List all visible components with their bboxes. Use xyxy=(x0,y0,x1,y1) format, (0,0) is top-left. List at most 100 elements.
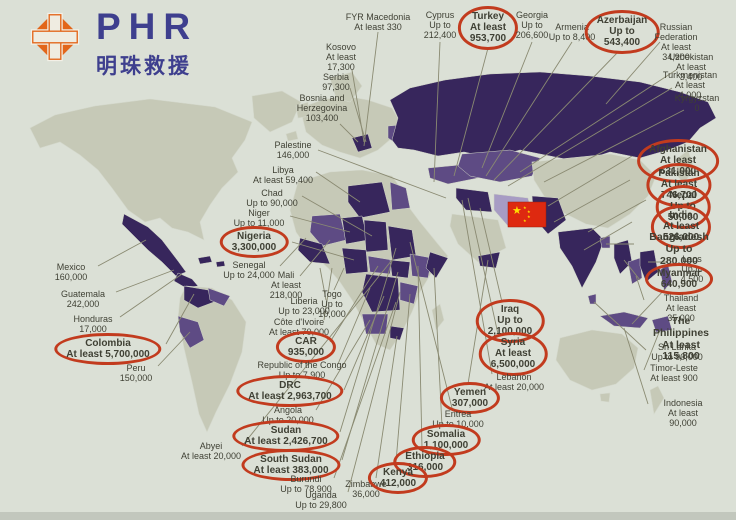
country-name: Senegal xyxy=(232,260,266,270)
country-value: Up to 24,000 xyxy=(223,270,275,281)
leader-line xyxy=(349,87,367,143)
country-name: Myanmar xyxy=(657,268,701,279)
svg-text:★: ★ xyxy=(527,214,531,219)
label-nigeria: Nigeria 3,300,000 xyxy=(219,226,289,259)
label-honduras: Honduras 17,000 xyxy=(73,314,112,334)
leader-line xyxy=(315,171,361,203)
syria-iraq-shape xyxy=(455,187,493,213)
logo-chinese: 明珠救援 xyxy=(96,54,192,78)
leader-line xyxy=(507,87,673,187)
country-name: Guatemala xyxy=(60,289,106,299)
country-name: Peru xyxy=(126,363,146,373)
nigeria-shape xyxy=(341,247,369,275)
label-zimbabwe: Zimbabwe 36,000 xyxy=(345,479,387,499)
country-value: Up to 2,100,000 xyxy=(487,315,533,338)
leader-line xyxy=(587,199,647,233)
leader-line xyxy=(493,51,619,181)
label-car: CAR 935,000 xyxy=(275,331,337,364)
country-name: Armenia xyxy=(555,22,589,32)
leader-line xyxy=(623,327,649,405)
country-name: Niger xyxy=(248,208,270,218)
country-name: Kosovo xyxy=(325,42,357,52)
country-value: 640,900 xyxy=(660,279,698,291)
yemen-shape xyxy=(477,251,501,269)
country-value: Up to 212,400 xyxy=(423,20,457,41)
leader-line xyxy=(519,69,677,173)
country-value: Up to 90,000 xyxy=(651,352,703,363)
logo-acronym: PHR xyxy=(96,6,199,47)
country-name: Syria xyxy=(500,337,526,348)
country-name: Laos xyxy=(682,254,702,264)
label-chad: Chad Up to 90,000 xyxy=(246,188,298,208)
country-name: Honduras xyxy=(73,314,113,324)
leader-line xyxy=(623,259,641,281)
leader-line xyxy=(165,293,195,345)
label-kosovo: Kosovo At least 17,300 xyxy=(326,42,356,72)
country-value: At least 17,300 xyxy=(325,52,356,73)
label-armenia: Armenia Up to 8,400 xyxy=(549,22,596,42)
country-value: Up to 29,800 xyxy=(295,500,347,511)
label-myanmar: Myanmar 640,900 xyxy=(645,263,713,296)
leader-line xyxy=(299,239,331,277)
leader-line xyxy=(543,109,685,183)
label-indonesia: Indonesia At least 90,000 xyxy=(657,398,710,428)
country-name: Uzbekistan xyxy=(668,52,714,62)
country-value: At least 330 xyxy=(354,22,402,33)
ethiopia-shape xyxy=(409,253,433,279)
country-name: Serbia xyxy=(322,72,349,82)
country-name: Uganda xyxy=(305,490,337,500)
country-value: At least 383,000 xyxy=(253,465,329,477)
leader-line xyxy=(605,41,661,105)
venezuela-shape xyxy=(207,287,231,307)
label-sri-lanka: Sri Lanka Up to 90,000 xyxy=(651,342,703,362)
country-value: 36,000 xyxy=(352,489,380,500)
country-value: At least 953,700 xyxy=(469,22,507,45)
country-name: Mexico xyxy=(56,262,86,272)
label-palestine: Palestine 146,000 xyxy=(274,140,311,160)
country-name: Sri Lanka xyxy=(657,342,697,352)
leader-line xyxy=(157,331,191,367)
label-peru: Peru 150,000 xyxy=(120,363,153,383)
country-name: Afghanistan xyxy=(649,144,707,155)
country-name: Chad xyxy=(261,188,283,198)
country-name: Kyrgyzstan xyxy=(674,93,720,103)
country-name: DRC xyxy=(279,380,301,391)
label-turkmenistan: Turkmenistan At least 4,000 xyxy=(663,70,717,100)
country-value: Up to 90,000 xyxy=(246,198,298,209)
label-mali: Mali At least 218,000 xyxy=(270,270,303,300)
country-name: Cyprus xyxy=(425,10,455,20)
country-value: At least 59,400 xyxy=(252,175,314,186)
country-name: FYR Macedonia xyxy=(345,12,411,22)
caribbean-islands-shape xyxy=(197,255,226,268)
leader-line xyxy=(417,265,423,449)
leader-line xyxy=(643,329,661,371)
leader-line xyxy=(409,241,453,409)
country-name: Thailand xyxy=(663,293,699,303)
country-value: 3,300,000 xyxy=(231,242,277,254)
leader-line xyxy=(317,149,447,199)
country-name: Liberia xyxy=(290,296,318,306)
country-name: Georgia xyxy=(515,10,549,20)
label-south-sudan: South Sudan At least 383,000 xyxy=(241,449,341,482)
south-sudan-shape xyxy=(389,259,411,279)
svg-text:★: ★ xyxy=(523,205,527,210)
leader-line xyxy=(97,239,147,267)
country-value: At least 115,800 xyxy=(662,338,700,363)
country-name: Nigeria xyxy=(237,231,271,242)
indonesia-shape xyxy=(599,311,673,333)
mali-shape xyxy=(309,213,347,247)
country-value: At least 900 xyxy=(650,373,698,384)
myanmar-shape xyxy=(613,239,633,275)
country-name: Libya xyxy=(272,165,294,175)
leader-line xyxy=(333,301,397,479)
tasmania-shape xyxy=(599,392,611,403)
leader-line xyxy=(481,41,533,169)
country-name: Kenya xyxy=(382,467,413,478)
label-yemen: Yemen 307,000 xyxy=(439,382,501,415)
country-name: Angola xyxy=(273,405,303,415)
country-value: At least 35,000 xyxy=(665,303,696,324)
leader-line xyxy=(453,47,489,177)
leader-line xyxy=(363,31,379,147)
country-value: Up to 78,900 xyxy=(280,484,332,495)
